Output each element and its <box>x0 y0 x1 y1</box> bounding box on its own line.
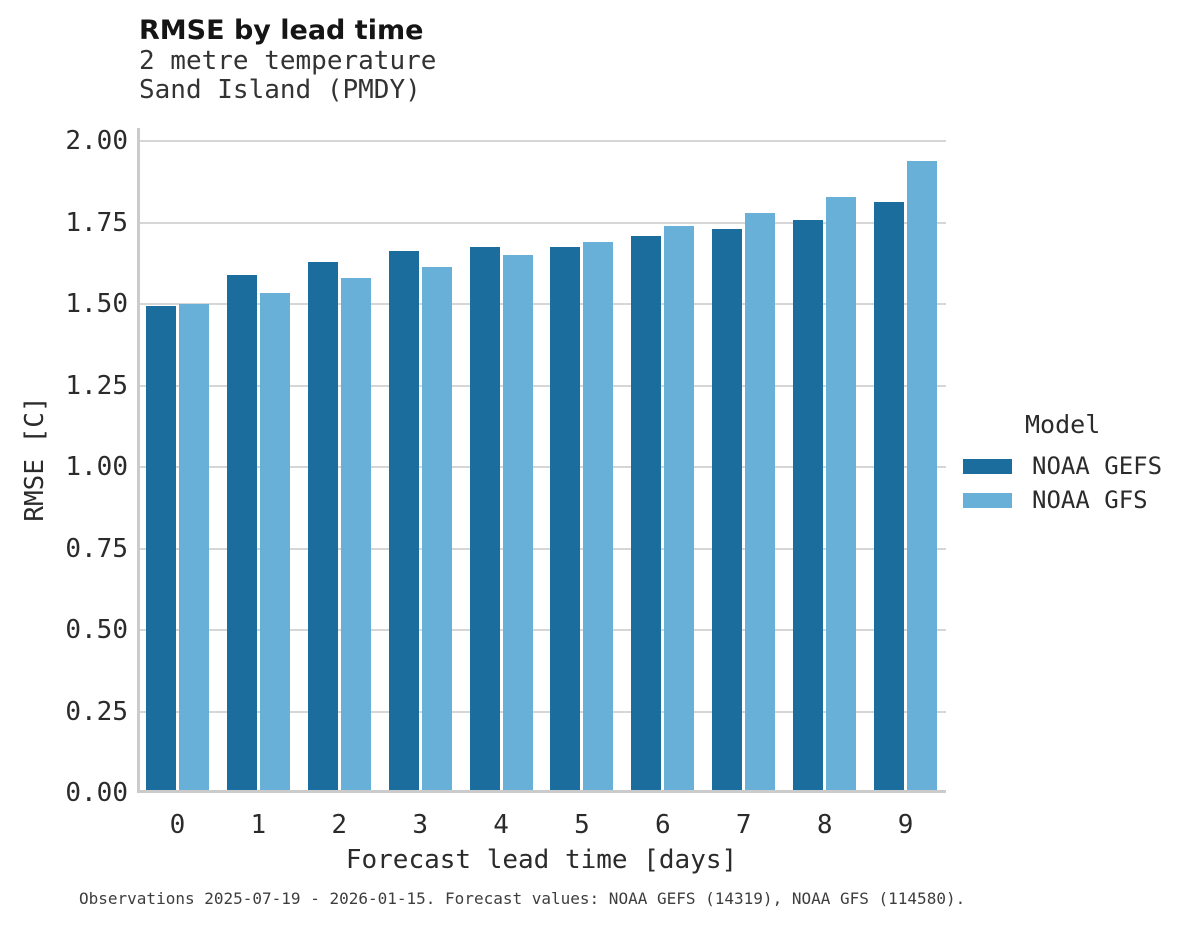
y-tick-label: 1.50 <box>65 289 128 320</box>
x-tick-label: 8 <box>816 810 833 840</box>
bar-noaa-gefs <box>631 235 662 790</box>
legend-swatch-noaa-gfs <box>963 492 1012 508</box>
y-tick-label: 0.25 <box>65 696 128 727</box>
bar-noaa-gfs <box>502 255 533 790</box>
gridline <box>137 710 946 713</box>
title-block: RMSE by lead time 2 metre temperature Sa… <box>139 15 436 105</box>
y-tick-label: 1.75 <box>65 207 128 238</box>
y-axis-spine <box>137 128 140 793</box>
bar-noaa-gefs <box>874 201 905 790</box>
y-tick-label: 1.00 <box>65 452 128 483</box>
bar-noaa-gfs <box>178 304 209 790</box>
legend: Model NOAA GEFS NOAA GFS <box>963 410 1178 517</box>
gridline <box>137 221 946 224</box>
x-tick-label: 2 <box>331 810 348 840</box>
bar-noaa-gefs <box>307 261 338 790</box>
legend-entry-label: NOAA GEFS <box>1032 452 1163 480</box>
x-tick-label: 9 <box>897 810 914 840</box>
bar-noaa-gfs <box>826 196 857 790</box>
subtitle-line-2: Sand Island (PMDY) <box>139 75 421 105</box>
legend-entry: NOAA GEFS <box>963 449 1178 483</box>
x-tick-label: 7 <box>735 810 752 840</box>
x-tick-label: 5 <box>574 810 590 840</box>
caption: Observations 2025-07-19 - 2026-01-15. Fo… <box>79 889 966 908</box>
legend-entries: NOAA GEFS NOAA GFS <box>963 449 1178 517</box>
bar-noaa-gefs <box>469 247 500 790</box>
x-axis-label: Forecast lead time [days] <box>345 845 738 875</box>
bar-noaa-gefs <box>145 305 176 790</box>
page-title: RMSE by lead time <box>139 15 424 46</box>
bar-noaa-gefs <box>388 250 419 790</box>
gridline <box>137 140 946 143</box>
legend-title: Model <box>1025 410 1101 439</box>
gridline <box>137 303 946 306</box>
bar-noaa-gfs <box>259 292 290 790</box>
bar-noaa-gfs <box>583 242 614 790</box>
bar-noaa-gefs <box>226 274 257 790</box>
legend-entry-label: NOAA GFS <box>1032 486 1148 514</box>
x-tick-label: 1 <box>250 810 267 840</box>
x-tick-label: 0 <box>169 810 186 840</box>
y-tick-label: 1.25 <box>65 370 128 401</box>
bar-noaa-gefs <box>550 247 581 790</box>
gridline <box>137 547 946 550</box>
bar-noaa-gfs <box>664 226 695 790</box>
legend-entry: NOAA GFS <box>963 483 1178 517</box>
bar-noaa-gfs <box>421 266 452 790</box>
bar-noaa-gfs <box>907 160 938 790</box>
gridline <box>137 629 946 632</box>
plot-area <box>137 128 946 793</box>
gridline <box>137 466 946 469</box>
bar-noaa-gfs <box>745 213 776 790</box>
legend-swatch-noaa-gefs <box>963 458 1012 474</box>
bar-noaa-gefs <box>793 219 824 790</box>
x-tick-label: 6 <box>655 810 671 840</box>
subtitle-line-1: 2 metre temperature <box>139 46 437 76</box>
x-axis-spine <box>137 790 946 793</box>
y-tick-label: 0.50 <box>65 615 128 645</box>
bar-noaa-gefs <box>712 229 743 790</box>
gridline <box>137 384 946 387</box>
x-tick-label: 3 <box>412 810 428 840</box>
bar-noaa-gfs <box>340 278 371 790</box>
x-tick-label: 4 <box>493 810 509 840</box>
y-tick-label: 0.75 <box>65 533 128 564</box>
y-tick-label: 0.00 <box>65 778 128 808</box>
y-tick-label: 2.00 <box>65 126 128 157</box>
